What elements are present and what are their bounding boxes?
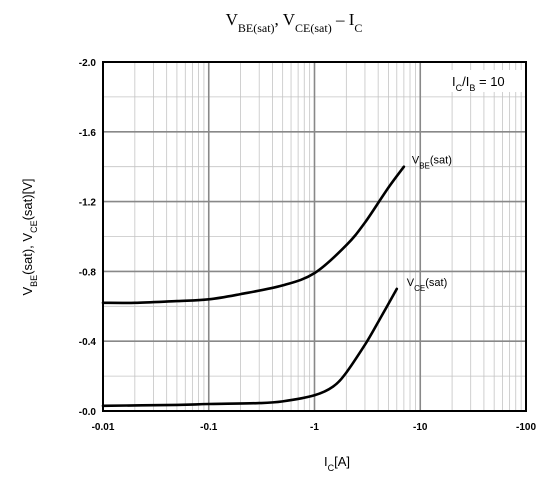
grid-major	[103, 62, 526, 411]
y-tick-label: -0.8	[79, 267, 97, 278]
series-labels: VBE(sat) VCE(sat)	[407, 155, 452, 293]
series-lines	[101, 165, 406, 408]
y-axis-label: VBE(sat), VCE(sat)[V]	[20, 178, 39, 295]
series-line-1	[101, 287, 399, 408]
x-tick-label: -1	[310, 422, 319, 433]
x-tick-label: -100	[516, 422, 536, 433]
y-tick-label: -0.0	[79, 407, 97, 418]
y-tick-label: -2.0	[79, 58, 97, 69]
y-tick-label: -1.2	[79, 198, 97, 209]
x-tick-label: -0.01	[92, 422, 115, 433]
series-line-0	[101, 165, 406, 305]
x-axis-label: IC[A]	[324, 454, 350, 473]
series-label-0: VBE(sat)	[412, 155, 452, 171]
ratio-annotation: IC/IB = 10	[452, 74, 505, 93]
y-tick-labels: -2.0 -1.6 -1.2 -0.8 -0.4 -0.0	[79, 58, 97, 418]
chart-title: VBE(sat), VCE(sat) – IC	[226, 10, 363, 35]
y-tick-label: -0.4	[79, 337, 97, 348]
x-tick-label: -0.1	[200, 422, 218, 433]
plot-frame	[102, 61, 527, 412]
x-tick-label: -10	[413, 422, 428, 433]
x-tick-labels: -0.01 -0.1 -1 -10 -100	[92, 422, 537, 433]
y-tick-label: -1.6	[79, 128, 97, 139]
grid-minor	[103, 62, 526, 411]
series-label-1: VCE(sat)	[407, 277, 447, 293]
annotation-box	[447, 70, 523, 92]
